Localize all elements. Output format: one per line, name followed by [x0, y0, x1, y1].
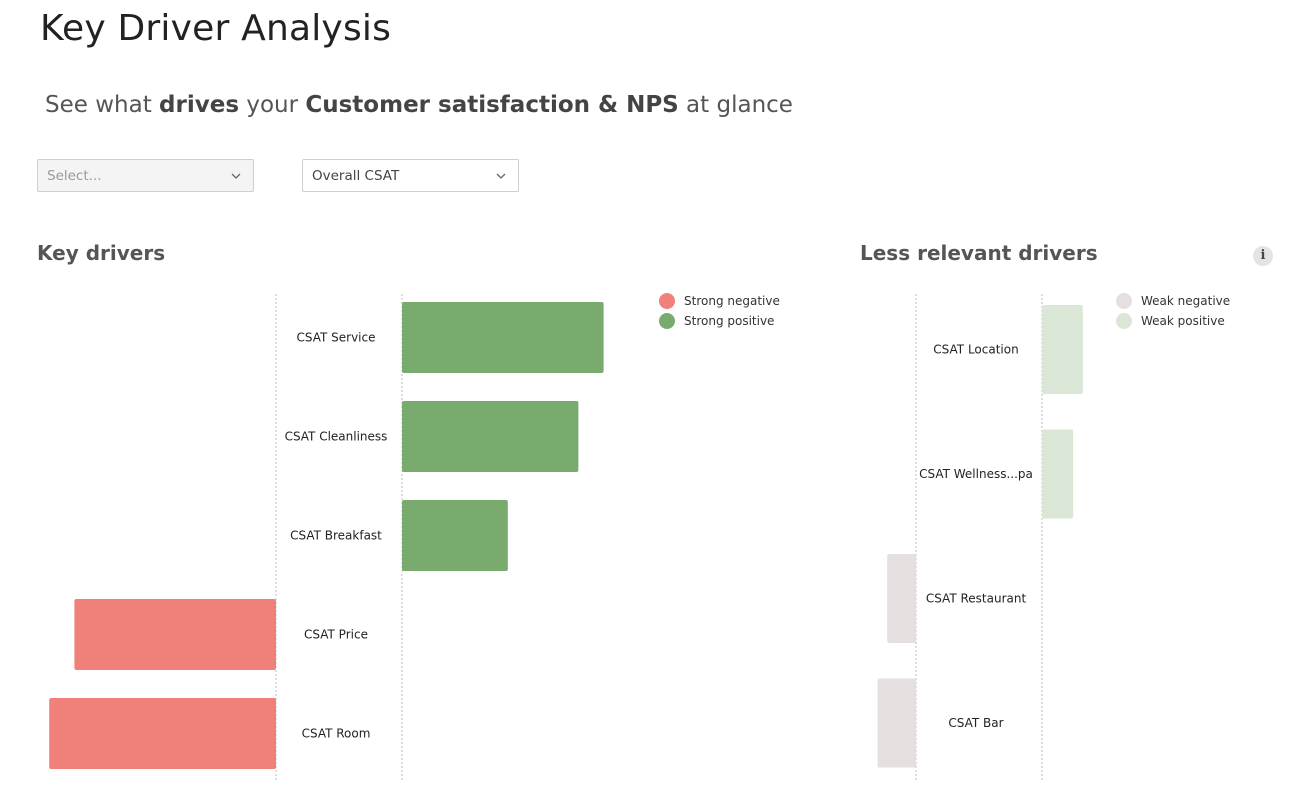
key-driver-legend-swatch-strong-positive	[659, 313, 675, 329]
key-driver-legend-swatch-strong-negative	[659, 293, 675, 309]
subtitle-text-1: See what	[45, 92, 160, 118]
page-title: Key Driver Analysis	[40, 8, 392, 49]
chevron-down-icon	[496, 173, 506, 179]
metric-select-value: Overall CSAT	[312, 167, 400, 184]
subtitle-bold-1: drives	[159, 92, 240, 118]
key-driver-legend-strong-negative: Strong negative	[684, 294, 780, 308]
metric-select[interactable]: Overall CSAT	[302, 159, 519, 192]
less-relevant-driver-bar-csat-wellness-pa	[1042, 429, 1074, 519]
key-driver-label-csat-cleanliness: CSAT Cleanliness	[285, 430, 388, 444]
key-drivers-title: Key drivers	[37, 241, 166, 265]
subtitle-text-2: your	[239, 92, 306, 118]
less-relevant-driver-legend-weak-positive: Weak positive	[1141, 314, 1225, 328]
key-driver-label-csat-price: CSAT Price	[304, 628, 368, 642]
less-relevant-driver-label-csat-bar: CSAT Bar	[948, 716, 1003, 730]
key-driver-label-csat-room: CSAT Room	[302, 727, 371, 741]
less-relevant-driver-bar-csat-location	[1042, 305, 1083, 394]
key-driver-bar-csat-breakfast	[402, 500, 508, 571]
segment-select-value: Select...	[47, 167, 102, 184]
less-relevant-driver-label-csat-wellness-pa: CSAT Wellness...pa	[919, 467, 1033, 481]
key-driver-bar-csat-price	[74, 599, 277, 670]
key-driver-label-csat-service: CSAT Service	[297, 331, 376, 345]
less-relevant-driver-legend-weak-negative: Weak negative	[1141, 294, 1230, 308]
subtitle-bold-2: Customer satisfaction & NPS	[305, 92, 679, 118]
less-relevant-driver-label-csat-restaurant: CSAT Restaurant	[926, 592, 1027, 606]
info-icon[interactable]: i	[1253, 246, 1273, 266]
chevron-down-icon	[231, 173, 241, 179]
key-driver-label-csat-breakfast: CSAT Breakfast	[290, 529, 382, 543]
less-relevant-driver-legend-swatch-weak-positive	[1116, 313, 1132, 329]
less-relevant-driver-legend-swatch-weak-negative	[1116, 293, 1132, 309]
page-subtitle: See what drives your Customer satisfacti…	[45, 92, 793, 118]
less-relevant-driver-bar-csat-bar	[877, 678, 916, 768]
key-driver-legend-strong-positive: Strong positive	[684, 314, 774, 328]
less-relevant-drivers-title: Less relevant drivers	[860, 241, 1098, 265]
subtitle-text-3: at glance	[678, 92, 793, 118]
key-driver-bar-csat-cleanliness	[402, 401, 579, 472]
less-relevant-driver-bar-csat-restaurant	[887, 554, 916, 643]
segment-select[interactable]: Select...	[37, 159, 254, 192]
less-relevant-driver-label-csat-location: CSAT Location	[933, 343, 1018, 357]
key-driver-bar-csat-service	[402, 302, 604, 373]
key-driver-bar-csat-room	[49, 698, 277, 769]
